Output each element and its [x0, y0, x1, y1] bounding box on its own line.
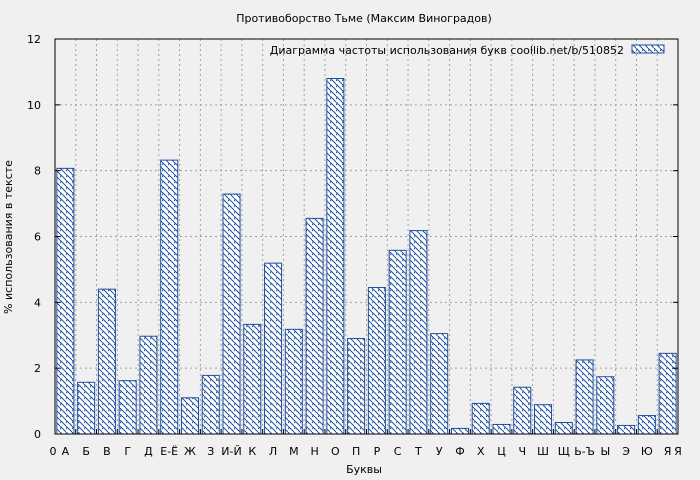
- y-axis-label: % использования в тексте: [2, 160, 15, 314]
- bar: [326, 78, 345, 435]
- x-tick-label: М: [289, 445, 299, 458]
- bar: [160, 159, 179, 435]
- x-tick-label: Ш: [537, 445, 549, 458]
- chart-title: Противоборство Тьме (Максим Виноградов): [236, 12, 492, 25]
- bar: [430, 333, 449, 435]
- bars: [56, 78, 677, 435]
- bar: [367, 287, 386, 435]
- x-tick-label: Л: [269, 445, 277, 458]
- bar: [264, 262, 283, 435]
- y-tick-label: 2: [34, 362, 41, 375]
- bar: [347, 338, 366, 435]
- bar: [97, 288, 116, 435]
- bar: [77, 381, 96, 435]
- y-tick-label: 12: [27, 33, 41, 46]
- bar: [450, 427, 469, 435]
- legend-label: Диаграмма частоты использования букв coo…: [270, 44, 624, 57]
- x-tick-label: Х: [477, 445, 485, 458]
- x-tick-label: З: [207, 445, 214, 458]
- bar: [284, 328, 303, 435]
- x-axis-label: Буквы: [346, 463, 382, 476]
- x-tick-label: Ж: [184, 445, 196, 458]
- bar: [513, 386, 532, 435]
- x-tick-label: Е-Ё: [160, 445, 178, 458]
- bar: [201, 374, 220, 435]
- bar: [243, 323, 262, 435]
- y-tick-label: 6: [34, 231, 41, 244]
- x-tick-label: Ц: [497, 445, 506, 458]
- x-tick-label: О: [331, 445, 340, 458]
- bar: [471, 402, 490, 435]
- y-tick-label: 0: [34, 428, 41, 441]
- x-tick-label: Ы: [600, 445, 610, 458]
- x-tick-label: В: [103, 445, 111, 458]
- bar: [180, 397, 199, 435]
- x-tick-label: Ю: [641, 445, 653, 458]
- bar: [56, 167, 75, 435]
- x-tick-label: Я: [664, 445, 672, 458]
- x-tick-label: Т: [414, 445, 422, 458]
- legend: Диаграмма частоты использования букв coo…: [270, 44, 665, 57]
- bar: [305, 217, 324, 435]
- bar: [534, 404, 553, 435]
- bar: [409, 230, 428, 435]
- x-tick-label: Б: [82, 445, 90, 458]
- x-tick-label: Г: [124, 445, 131, 458]
- legend-swatch: [631, 44, 665, 54]
- x-tick-label: А: [62, 445, 70, 458]
- x-start-label: 0: [50, 445, 57, 458]
- x-tick-label: С: [394, 445, 402, 458]
- x-tick-label: Н: [310, 445, 318, 458]
- bar: [658, 352, 677, 435]
- x-tick-label: Э: [622, 445, 630, 458]
- bar: [388, 249, 407, 435]
- y-tick-label: 10: [27, 99, 41, 112]
- bar: [118, 380, 137, 435]
- x-tick-label: Ь-Ъ: [574, 445, 595, 458]
- bar: [637, 415, 656, 435]
- bar: [617, 424, 636, 435]
- gridlines: [55, 39, 678, 434]
- x-tick-label: Ф: [455, 445, 464, 458]
- bar: [139, 335, 158, 435]
- x-tick-label: П: [352, 445, 360, 458]
- x-tick-label: Щ: [558, 445, 570, 458]
- x-tick-label: И-Й: [221, 445, 241, 458]
- y-tick-label: 4: [34, 296, 41, 309]
- y-tick-label: 8: [34, 165, 41, 178]
- x-end-label: Я: [674, 445, 682, 458]
- x-tick-label: К: [248, 445, 256, 458]
- bar: [492, 423, 511, 435]
- bar: [222, 193, 241, 435]
- bar: [554, 421, 573, 435]
- x-tick-label: Ч: [518, 445, 526, 458]
- bar: [596, 376, 615, 435]
- x-tick-label: Р: [374, 445, 381, 458]
- x-tick-label: Д: [144, 445, 153, 458]
- bar: [575, 359, 594, 435]
- x-tick-label: У: [436, 445, 443, 458]
